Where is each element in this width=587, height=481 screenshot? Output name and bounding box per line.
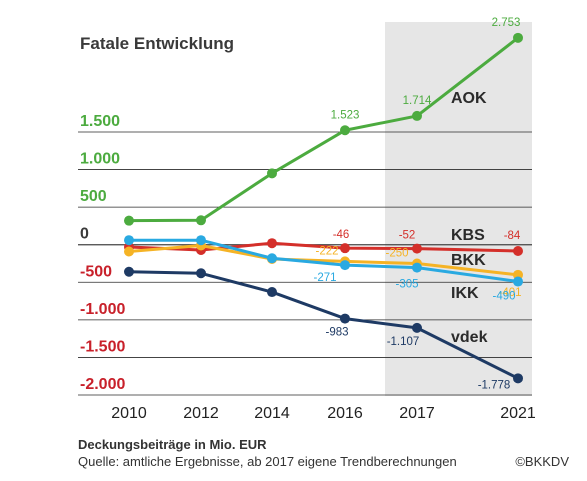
series-line-aok — [128, 36, 519, 223]
chart-source: Quelle: amtliche Ergebnisse, ab 2017 eig… — [78, 454, 457, 469]
data-point — [340, 243, 350, 254]
data-point — [340, 125, 350, 136]
series-line-kbs — [128, 241, 519, 253]
x-tick-label: 2012 — [183, 405, 219, 422]
data-label: 1.714 — [403, 95, 432, 107]
data-point — [124, 246, 134, 257]
data-label: -401 — [498, 287, 521, 299]
y-tick-label: -2.000 — [80, 376, 125, 393]
y-tick-label: -1.000 — [80, 301, 125, 318]
data-point — [267, 253, 277, 264]
data-label: 2.753 — [492, 17, 521, 29]
data-label: -250 — [385, 248, 408, 260]
x-tick-label: 2014 — [254, 405, 290, 422]
x-tick-label: 2021 — [500, 405, 536, 422]
data-label: -84 — [504, 230, 521, 242]
data-label: -1.107 — [387, 336, 420, 348]
x-tick-label: 2010 — [111, 405, 147, 422]
data-point — [513, 32, 523, 43]
data-point — [513, 276, 523, 287]
data-point — [412, 262, 422, 273]
data-label: -983 — [325, 327, 348, 339]
data-point — [124, 215, 134, 226]
data-label: -490 — [492, 291, 515, 303]
data-label: -46 — [333, 229, 350, 241]
x-tick-label: 2016 — [327, 405, 363, 422]
data-point — [412, 110, 422, 121]
data-point — [196, 235, 206, 246]
data-point — [340, 260, 350, 271]
series-name-bkk: BKK — [451, 252, 486, 269]
data-label: -1.778 — [478, 379, 511, 391]
chart-caption: Deckungsbeiträge in Mio. EUR — [78, 437, 267, 452]
series-line-ikk — [129, 238, 519, 284]
y-tick-label: -1.500 — [80, 338, 125, 355]
series-name-aok: AOK — [451, 90, 487, 107]
data-point — [340, 313, 350, 324]
data-point — [412, 322, 422, 333]
data-point — [513, 373, 523, 384]
data-point — [124, 266, 134, 277]
data-point — [196, 215, 206, 226]
series-name-ikk: IKK — [451, 285, 479, 302]
data-point — [412, 243, 422, 254]
data-label: -52 — [399, 230, 416, 242]
data-point — [267, 238, 277, 249]
y-tick-label: -500 — [80, 263, 112, 280]
data-label: -222 — [315, 245, 338, 257]
data-point — [513, 246, 523, 257]
data-label: -271 — [313, 272, 336, 284]
data-point — [196, 268, 206, 279]
series-line-vdek — [128, 270, 519, 380]
data-point — [267, 168, 277, 179]
data-label: 1.523 — [331, 109, 360, 121]
x-tick-label: 2017 — [399, 405, 435, 422]
data-point — [124, 235, 134, 246]
series-name-vdek: vdek — [451, 329, 488, 346]
y-tick-label: 0 — [80, 226, 89, 243]
chart-title: Fatale Entwicklung — [80, 34, 234, 53]
y-tick-label: 1.500 — [80, 113, 120, 130]
chart-credit: ©BKKDV — [515, 454, 569, 469]
y-tick-label: 1.000 — [80, 151, 120, 168]
data-label: -305 — [395, 279, 418, 291]
series-name-kbs: KBS — [451, 227, 485, 244]
data-point — [267, 287, 277, 298]
y-tick-label: 500 — [80, 188, 107, 205]
